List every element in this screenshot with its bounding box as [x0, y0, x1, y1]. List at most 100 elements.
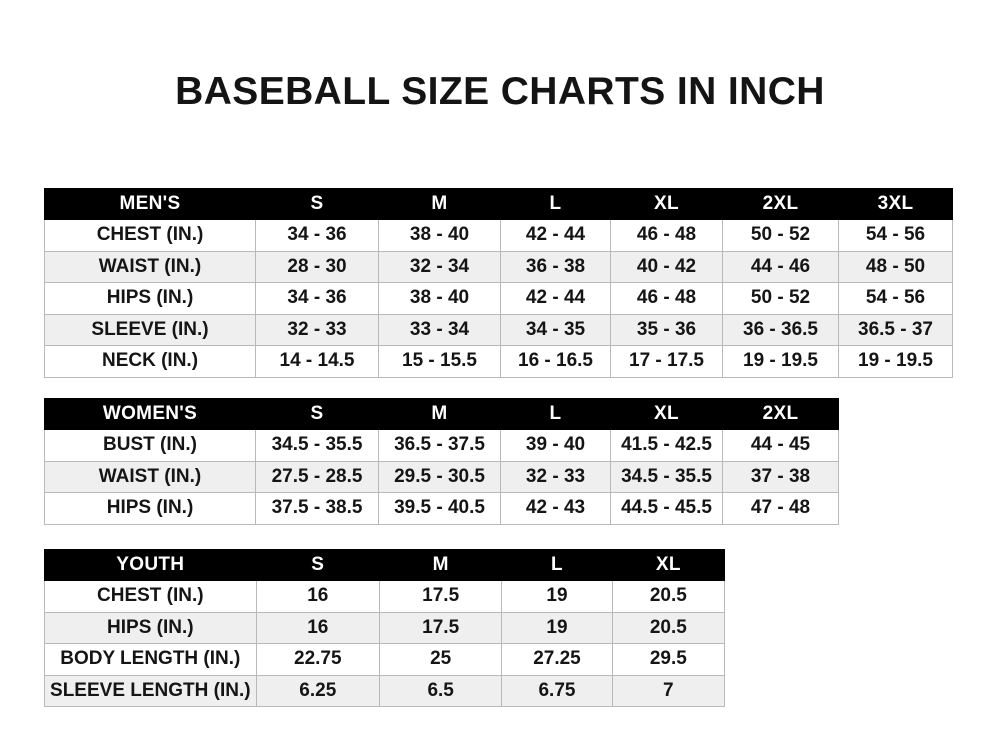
- cell-value: 41.5 - 42.5: [610, 429, 723, 462]
- womens-header-s: S: [255, 398, 379, 430]
- cell-value: 36.5 - 37.5: [378, 429, 501, 462]
- cell-value: 6.25: [255, 674, 380, 707]
- womens-table-header: WOMEN'S S M L XL 2XL: [44, 398, 839, 430]
- cell-value: 50 - 52: [722, 219, 839, 252]
- youth-header-category: YOUTH: [44, 549, 257, 581]
- mens-size-table: MEN'S S M L XL 2XL 3XL CHEST (IN.) 34 - …: [44, 188, 953, 378]
- cell-value: 50 - 52: [722, 282, 839, 315]
- cell-value: 29.5 - 30.5: [378, 460, 501, 493]
- mens-header-l: L: [500, 188, 611, 220]
- mens-header-m: M: [378, 188, 501, 220]
- cell-value: 54 - 56: [838, 219, 953, 252]
- row-label: CHEST (IN.): [44, 580, 257, 613]
- cell-value: 16: [255, 580, 380, 613]
- cell-value: 29.5: [611, 643, 726, 676]
- womens-table-body: BUST (IN.) 34.5 - 35.5 36.5 - 37.5 39 - …: [44, 429, 839, 525]
- womens-header-2xl: 2XL: [722, 398, 839, 430]
- womens-header-xl: XL: [610, 398, 723, 430]
- cell-value: 39.5 - 40.5: [378, 492, 501, 525]
- cell-value: 27.25: [501, 643, 613, 676]
- row-label: CHEST (IN.): [44, 219, 256, 252]
- table-row: NECK (IN.) 14 - 14.5 15 - 15.5 16 - 16.5…: [44, 345, 953, 378]
- table-row: HIPS (IN.) 37.5 - 38.5 39.5 - 40.5 42 - …: [44, 492, 839, 525]
- cell-value: 34 - 35: [500, 313, 611, 346]
- row-label: HIPS (IN.): [44, 282, 256, 315]
- page-title: BASEBALL SIZE CHARTS IN INCH: [175, 70, 825, 113]
- cell-value: 37.5 - 38.5: [255, 492, 379, 525]
- youth-header-m: M: [378, 549, 503, 581]
- youth-table-header: YOUTH S M L XL: [44, 549, 726, 581]
- cell-value: 36 - 36.5: [722, 313, 839, 346]
- cell-value: 32 - 34: [378, 250, 501, 283]
- cell-value: 46 - 48: [610, 282, 723, 315]
- row-label: HIPS (IN.): [44, 611, 257, 644]
- row-label: WAIST (IN.): [44, 250, 256, 283]
- cell-value: 44 - 45: [722, 429, 839, 462]
- cell-value: 17 - 17.5: [610, 345, 723, 378]
- cell-value: 19: [501, 611, 613, 644]
- mens-header-category: MEN'S: [44, 188, 256, 220]
- mens-table-body: CHEST (IN.) 34 - 36 38 - 40 42 - 44 46 -…: [44, 219, 953, 378]
- cell-value: 25: [378, 643, 503, 676]
- row-label: BUST (IN.): [44, 429, 256, 462]
- mens-header-xl: XL: [610, 188, 723, 220]
- cell-value: 32 - 33: [500, 460, 611, 493]
- mens-table-header: MEN'S S M L XL 2XL 3XL: [44, 188, 953, 220]
- womens-header-l: L: [500, 398, 611, 430]
- cell-value: 20.5: [611, 580, 726, 613]
- cell-value: 42 - 43: [500, 492, 611, 525]
- cell-value: 28 - 30: [255, 250, 379, 283]
- cell-value: 44.5 - 45.5: [610, 492, 723, 525]
- cell-value: 17.5: [378, 580, 503, 613]
- cell-value: 48 - 50: [838, 250, 953, 283]
- cell-value: 39 - 40: [500, 429, 611, 462]
- cell-value: 16 - 16.5: [500, 345, 611, 378]
- cell-value: 47 - 48: [722, 492, 839, 525]
- cell-value: 34.5 - 35.5: [255, 429, 379, 462]
- mens-header-3xl: 3XL: [838, 188, 953, 220]
- row-label: SLEEVE (IN.): [44, 313, 256, 346]
- row-label: NECK (IN.): [44, 345, 256, 378]
- mens-header-s: S: [255, 188, 379, 220]
- youth-header-xl: XL: [611, 549, 726, 581]
- womens-size-table: WOMEN'S S M L XL 2XL BUST (IN.) 34.5 - 3…: [44, 398, 839, 525]
- table-row: WAIST (IN.) 28 - 30 32 - 34 36 - 38 40 -…: [44, 250, 953, 283]
- cell-value: 46 - 48: [610, 219, 723, 252]
- cell-value: 27.5 - 28.5: [255, 460, 379, 493]
- cell-value: 37 - 38: [722, 460, 839, 493]
- table-row: WAIST (IN.) 27.5 - 28.5 29.5 - 30.5 32 -…: [44, 460, 839, 493]
- cell-value: 33 - 34: [378, 313, 501, 346]
- table-header-row: YOUTH S M L XL: [44, 549, 726, 581]
- youth-header-l: L: [501, 549, 613, 581]
- youth-table-body: CHEST (IN.) 16 17.5 19 20.5 HIPS (IN.) 1…: [44, 580, 726, 707]
- cell-value: 20.5: [611, 611, 726, 644]
- cell-value: 7: [611, 674, 726, 707]
- row-label: WAIST (IN.): [44, 460, 256, 493]
- cell-value: 16: [255, 611, 380, 644]
- cell-value: 34 - 36: [255, 219, 379, 252]
- cell-value: 15 - 15.5: [378, 345, 501, 378]
- cell-value: 6.5: [378, 674, 503, 707]
- row-label: SLEEVE LENGTH (IN.): [44, 674, 257, 707]
- cell-value: 44 - 46: [722, 250, 839, 283]
- cell-value: 35 - 36: [610, 313, 723, 346]
- cell-value: 42 - 44: [500, 282, 611, 315]
- cell-value: 19: [501, 580, 613, 613]
- cell-value: 19 - 19.5: [838, 345, 953, 378]
- cell-value: 34.5 - 35.5: [610, 460, 723, 493]
- row-label: BODY LENGTH (IN.): [44, 643, 257, 676]
- cell-value: 54 - 56: [838, 282, 953, 315]
- cell-value: 17.5: [378, 611, 503, 644]
- table-header-row: MEN'S S M L XL 2XL 3XL: [44, 188, 953, 220]
- cell-value: 38 - 40: [378, 282, 501, 315]
- cell-value: 36 - 38: [500, 250, 611, 283]
- row-label: HIPS (IN.): [44, 492, 256, 525]
- cell-value: 6.75: [501, 674, 613, 707]
- table-row: SLEEVE (IN.) 32 - 33 33 - 34 34 - 35 35 …: [44, 313, 953, 346]
- table-row: SLEEVE LENGTH (IN.) 6.25 6.5 6.75 7: [44, 674, 726, 707]
- table-row: HIPS (IN.) 34 - 36 38 - 40 42 - 44 46 - …: [44, 282, 953, 315]
- table-row: CHEST (IN.) 34 - 36 38 - 40 42 - 44 46 -…: [44, 219, 953, 252]
- cell-value: 40 - 42: [610, 250, 723, 283]
- womens-header-m: M: [378, 398, 501, 430]
- cell-value: 42 - 44: [500, 219, 611, 252]
